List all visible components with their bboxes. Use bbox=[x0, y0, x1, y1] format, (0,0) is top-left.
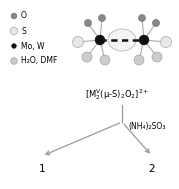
Text: 1: 1 bbox=[39, 164, 45, 174]
Circle shape bbox=[11, 58, 17, 64]
Text: S: S bbox=[21, 26, 26, 36]
Circle shape bbox=[95, 35, 105, 45]
Circle shape bbox=[12, 44, 16, 48]
Text: Mo, W: Mo, W bbox=[21, 42, 45, 50]
Circle shape bbox=[10, 27, 18, 35]
Circle shape bbox=[72, 36, 83, 47]
Circle shape bbox=[139, 15, 146, 22]
Circle shape bbox=[100, 55, 110, 65]
Text: $[\mathrm{M_2^V(\mu\text{-}S)_2O_2}]^{2+}$: $[\mathrm{M_2^V(\mu\text{-}S)_2O_2}]^{2+… bbox=[85, 87, 149, 102]
Text: H₂O, DMF: H₂O, DMF bbox=[21, 57, 57, 66]
Circle shape bbox=[161, 36, 171, 47]
Circle shape bbox=[98, 15, 105, 22]
Circle shape bbox=[152, 52, 162, 62]
Circle shape bbox=[11, 13, 17, 19]
Circle shape bbox=[134, 55, 144, 65]
Text: (NH₄)₂SO₃: (NH₄)₂SO₃ bbox=[128, 122, 165, 130]
Ellipse shape bbox=[108, 29, 136, 51]
Circle shape bbox=[84, 19, 91, 26]
Text: O: O bbox=[21, 12, 27, 20]
Text: 2: 2 bbox=[149, 164, 155, 174]
Circle shape bbox=[82, 52, 92, 62]
Circle shape bbox=[139, 35, 149, 45]
Circle shape bbox=[153, 19, 159, 26]
